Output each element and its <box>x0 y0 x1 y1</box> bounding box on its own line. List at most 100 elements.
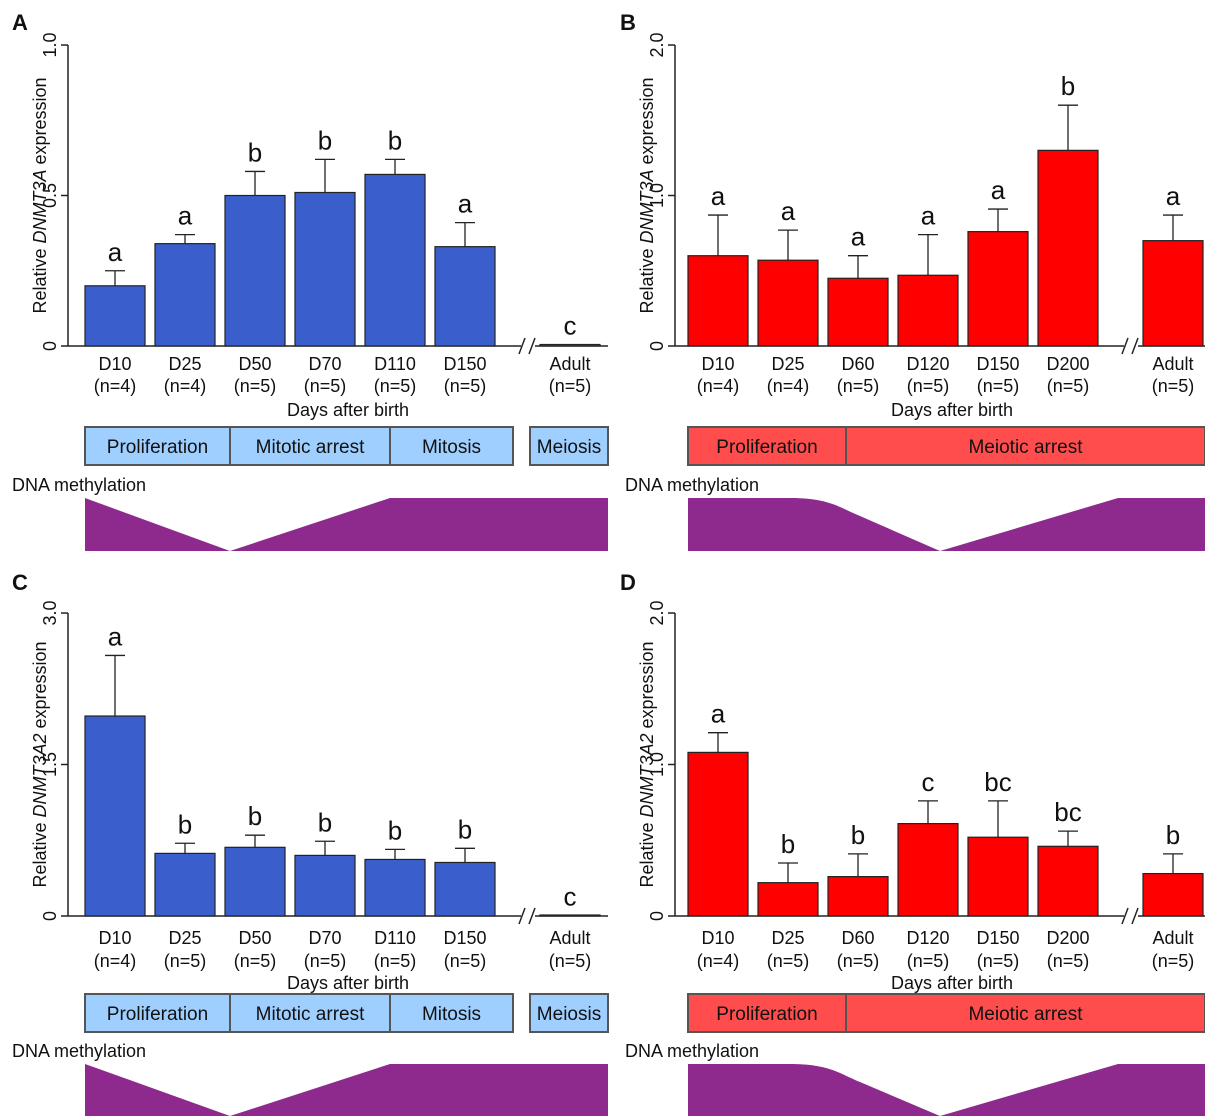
y-axis-label-suffix: expression <box>30 77 50 169</box>
y-axis-label-suffix: expression <box>637 77 657 169</box>
x-tick-label: D10 <box>98 354 131 374</box>
sample-size-label: (n=5) <box>549 951 592 971</box>
bar <box>434 861 496 917</box>
sample-size-label: (n=5) <box>549 376 592 396</box>
significance-label: a <box>458 189 473 219</box>
y-axis-label: Relative DNMT3A expression <box>637 77 657 313</box>
significance-label: b <box>781 829 795 859</box>
y-tick-label: 2.0 <box>647 32 667 57</box>
x-tick-label: D150 <box>976 354 1019 374</box>
significance-label: c <box>564 881 577 911</box>
sample-size-label: (n=5) <box>977 951 1020 971</box>
bar <box>757 259 819 347</box>
x-tick-label: D60 <box>841 354 874 374</box>
sample-size-label: (n=4) <box>697 376 740 396</box>
stage-box <box>529 993 609 1033</box>
significance-label: b <box>458 814 472 844</box>
significance-label: a <box>711 181 726 211</box>
sample-size-label: (n=5) <box>1047 951 1090 971</box>
sample-size-label: (n=5) <box>767 951 810 971</box>
axis-break-mark <box>518 337 526 355</box>
x-tick-label: D25 <box>168 928 201 948</box>
x-tick-label: D150 <box>443 354 486 374</box>
stage-label: Mitotic arrest <box>256 437 365 458</box>
y-axis-label-prefix: Relative <box>637 818 657 888</box>
stage-label: Meiotic arrest <box>968 437 1083 458</box>
x-tick-label: D50 <box>238 928 271 948</box>
bar <box>897 822 959 917</box>
bar <box>1037 845 1099 917</box>
significance-label: b <box>318 807 332 837</box>
sample-size-label: (n=5) <box>374 951 417 971</box>
significance-label: c <box>922 767 935 797</box>
stage-box <box>389 993 514 1033</box>
panel-letter: C <box>12 570 28 595</box>
sample-size-label: (n=5) <box>304 951 347 971</box>
significance-label: b <box>178 809 192 839</box>
axis-break-mark <box>528 907 536 925</box>
bar <box>294 854 356 917</box>
bar <box>687 255 749 347</box>
y-tick-label: 0 <box>40 911 60 921</box>
methylation-label: DNA methylation <box>625 475 759 495</box>
y-axis-label-suffix: expression <box>30 641 50 733</box>
x-tick-label: D10 <box>701 928 734 948</box>
sample-size-label: (n=5) <box>837 951 880 971</box>
significance-label: b <box>388 815 402 845</box>
significance-label: bc <box>1054 797 1081 827</box>
x-tick-label: D25 <box>771 354 804 374</box>
x-tick-label: D150 <box>443 928 486 948</box>
sample-size-label: (n=4) <box>94 951 137 971</box>
x-tick-label: D120 <box>906 928 949 948</box>
stage-box <box>84 426 231 466</box>
significance-label: a <box>851 222 866 252</box>
x-axis-label: Days after birth <box>891 973 1013 993</box>
methylation-profile <box>85 1064 608 1116</box>
methylation-label: DNA methylation <box>12 1041 146 1061</box>
y-tick-label: 2.0 <box>647 600 667 625</box>
sample-size-label: (n=5) <box>837 376 880 396</box>
sample-size-label: (n=5) <box>907 376 950 396</box>
significance-label: a <box>991 175 1006 205</box>
bar <box>1142 240 1204 347</box>
bar <box>1142 872 1204 917</box>
stage-label: Meiotic arrest <box>968 1004 1083 1025</box>
axis-break-mark <box>1121 907 1129 925</box>
significance-label: a <box>108 237 123 267</box>
x-tick-label: D200 <box>1046 354 1089 374</box>
significance-label: b <box>1061 71 1075 101</box>
y-tick-label: 3.0 <box>40 600 60 625</box>
x-tick-label: D60 <box>841 928 874 948</box>
stage-label: Proliferation <box>716 437 817 458</box>
y-tick-label: 0 <box>40 341 60 351</box>
y-axis-label-prefix: Relative <box>30 244 50 314</box>
y-axis-label: Relative DNMT3A2 expression <box>30 641 50 887</box>
y-axis-label: Relative DNMT3A expression <box>30 77 50 313</box>
x-tick-label: D70 <box>308 354 341 374</box>
bar <box>1037 149 1099 347</box>
sample-size-label: (n=4) <box>697 951 740 971</box>
x-axis-label: Days after birth <box>891 400 1013 420</box>
sample-size-label: (n=5) <box>1152 376 1195 396</box>
methylation-profile <box>688 1064 1205 1116</box>
methylation-profile <box>85 498 608 551</box>
axis-break-mark <box>528 337 536 355</box>
significance-label: b <box>248 801 262 831</box>
significance-label: a <box>178 201 193 231</box>
stage-label: Mitosis <box>422 1004 481 1025</box>
significance-label: c <box>564 310 577 340</box>
bar <box>364 858 426 917</box>
y-axis-label: Relative DNMT3A2 expression <box>637 641 657 887</box>
bar <box>539 914 601 917</box>
bar <box>687 751 749 917</box>
y-axis-label-gene: DNMT3A <box>637 170 657 244</box>
sample-size-label: (n=5) <box>977 376 1020 396</box>
y-tick-label: 1.0 <box>647 752 667 777</box>
significance-label: bc <box>984 767 1011 797</box>
x-tick-label: Adult <box>1152 354 1193 374</box>
significance-label: a <box>711 699 726 729</box>
bar <box>434 246 496 347</box>
stage-box <box>845 426 1205 466</box>
x-tick-label: D200 <box>1046 928 1089 948</box>
